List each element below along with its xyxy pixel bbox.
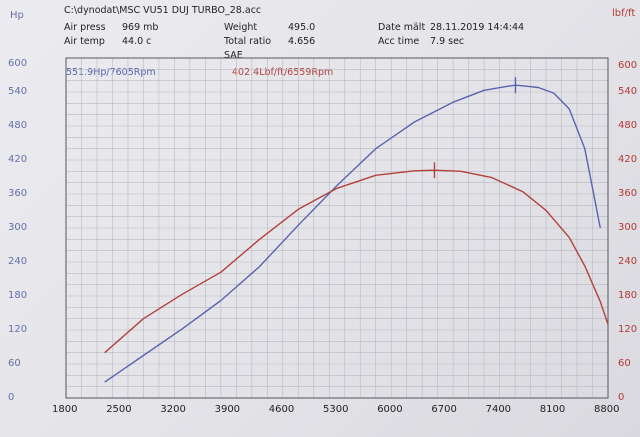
right-tick-label: 60 [618,358,631,369]
right-tick-label: 240 [618,256,638,267]
x-tick-label: 3900 [214,404,241,415]
x-tick-label: 6000 [377,404,403,415]
x-tick-label: 7400 [485,404,512,415]
right-tick-label: 120 [618,324,638,335]
air-temp-label: Air temp [64,36,105,47]
torque-curve [104,169,609,354]
air-press-value: 969 mb [122,22,159,33]
left-tick-label: 60 [8,358,21,369]
left-tick-label: 0 [8,392,15,403]
left-tick-label: 180 [8,290,28,301]
left-tick-label: 480 [8,120,28,131]
date-label: Date mält [378,22,426,33]
x-tick-label: 4600 [268,404,295,415]
left-axis-unit: Hp [10,10,24,21]
x-tick-label: 1800 [52,404,78,415]
right-tick-label: 600 [618,60,638,71]
air-press-label: Air press [64,22,106,33]
left-tick-label: 420 [8,154,28,165]
plot-frame [65,57,609,399]
standard-label: SAE [224,50,243,61]
left-tick-label: 540 [8,86,28,97]
acc-time-label: Acc time [378,36,420,47]
x-tick-label: 2500 [106,404,132,415]
right-tick-label: 480 [618,120,638,131]
left-tick-label: 300 [8,222,28,233]
weight-value: 495.0 [288,22,316,33]
acc-time-value: 7.9 sec [430,36,465,47]
hp-curve [104,84,601,383]
right-tick-label: 0 [618,392,625,403]
file-path: C:\dynodat\MSC VU51 DUJ TURBO_28.acc [64,5,262,16]
left-tick-label: 360 [8,188,28,199]
legend-hp: 551.9Hp/7605Rpm [66,67,156,78]
right-tick-label: 420 [618,154,638,165]
x-tick-label: 3200 [160,404,186,415]
date-value: 28.11.2019 14:4:44 [430,22,525,33]
ratio-value: 4.656 [288,36,316,47]
weight-label: Weight [224,22,258,33]
left-tick-label: 600 [8,58,28,69]
x-tick-label: 8100 [539,404,566,415]
ratio-label: Total ratio [224,36,272,47]
left-tick-label: 120 [8,324,28,335]
right-tick-label: 540 [618,86,638,97]
left-tick-label: 240 [8,256,28,267]
right-axis-unit: lbf/ft [612,8,636,19]
right-tick-label: 180 [618,290,638,301]
x-tick-label: 5300 [323,404,349,415]
right-tick-label: 300 [618,222,638,233]
x-tick-label: 8800 [594,404,620,415]
right-tick-label: 360 [618,188,638,199]
x-tick-label: 6700 [431,404,457,415]
air-temp-value: 44.0 c [122,36,152,47]
